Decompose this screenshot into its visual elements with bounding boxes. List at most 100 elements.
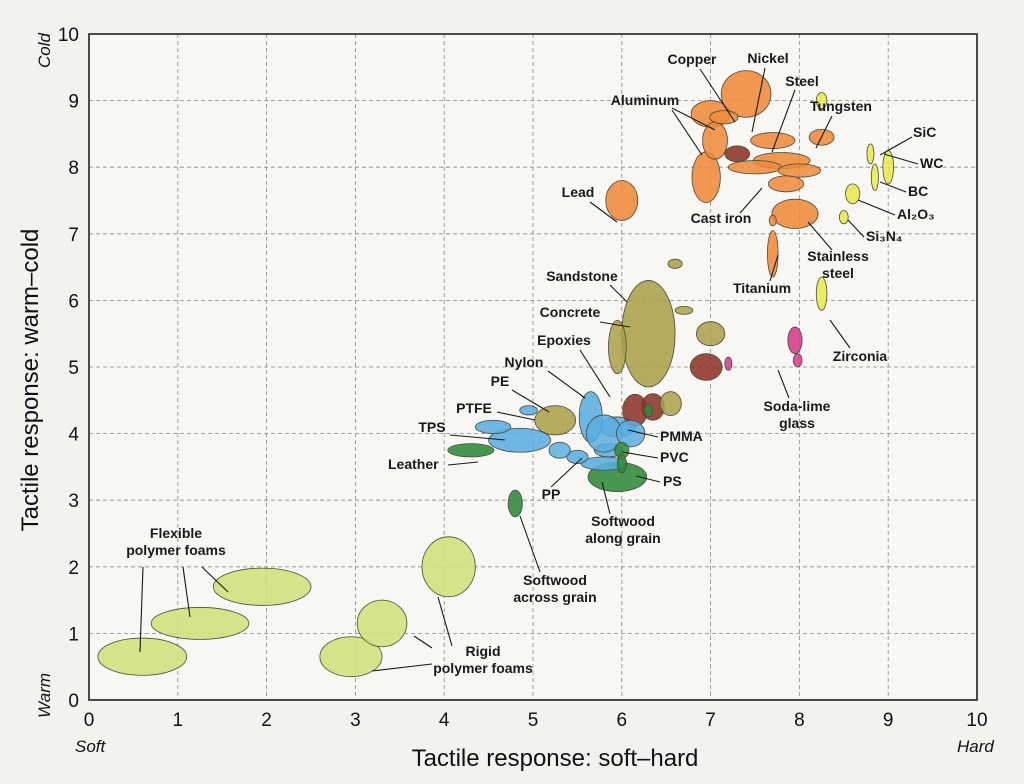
leader-titanium — [769, 254, 779, 282]
region-softwood-across-grain — [507, 489, 523, 518]
plot-frame — [88, 33, 978, 701]
label-softwood-along-grain: Softwood along grain — [585, 513, 660, 546]
label-ptfe: PTFE — [456, 400, 492, 416]
leader-wc — [883, 153, 919, 165]
y-tick-label: 4 — [68, 425, 79, 446]
region-titanium — [767, 230, 779, 278]
region-cluster — [702, 121, 728, 160]
label-steel: Steel — [785, 73, 818, 89]
leader-leather — [447, 461, 479, 466]
y-tick-label: 0 — [68, 691, 79, 712]
x-tick-label: 8 — [794, 710, 805, 731]
y-end-label-cold: Cold — [35, 32, 54, 68]
region-pp — [566, 449, 589, 464]
tick-labels: 0 1 2 3 4 5 6 7 8 9 10 0 1 2 3 4 5 6 7 8 9 10 — [58, 25, 988, 731]
label-softwood-across-grain: Softwood across grain — [513, 572, 596, 605]
region-epoxies — [534, 405, 577, 436]
label-titanium: Titanium — [733, 280, 791, 296]
y-axis-label: Tactile response: warm–cold — [17, 229, 44, 532]
x-axis-label: Tactile response: soft–hard — [412, 745, 699, 772]
label-pp: PP — [542, 486, 561, 502]
leader-concrete — [599, 321, 631, 328]
y-tick-label: 5 — [68, 358, 79, 379]
y-tick-label: 1 — [68, 624, 79, 645]
leader-nickel — [751, 67, 766, 133]
leader-tps — [449, 434, 506, 441]
label-pmma: PMMA — [660, 428, 703, 444]
region-pe — [519, 405, 538, 416]
label-concrete: Concrete — [540, 304, 601, 320]
y-end-label-warm: Warm — [35, 673, 54, 718]
region-concrete — [621, 280, 676, 388]
region-sic — [815, 92, 828, 109]
x-tick-label: 2 — [261, 710, 272, 731]
region-zirconia — [815, 276, 828, 311]
leader-bc — [879, 181, 907, 193]
leader-stainless-steel — [807, 221, 833, 251]
leader-pe — [511, 389, 550, 413]
label-nickel: Nickel — [747, 50, 788, 66]
label-copper: Copper — [668, 51, 718, 67]
leader-ps — [635, 475, 661, 483]
region-cluster — [548, 441, 571, 459]
label-sandstone: Sandstone — [546, 268, 618, 284]
region-nickel — [750, 132, 796, 149]
leader-tungsten — [815, 115, 833, 149]
y-tick-label: 2 — [68, 558, 79, 579]
region-cluster — [674, 305, 694, 315]
region-sandstone — [667, 258, 683, 269]
leader-sic — [879, 136, 913, 156]
y-tick-label: 8 — [68, 158, 79, 179]
y-tick-label: 7 — [68, 225, 79, 246]
region-cluster — [767, 175, 805, 193]
label-nylon: Nylon — [505, 354, 544, 370]
leader-aluminum — [671, 107, 716, 131]
label-sic: SiC — [913, 124, 936, 140]
region-cluster — [724, 145, 751, 163]
region-flexible-polymer-foams — [212, 567, 312, 606]
label-pe: PE — [491, 373, 510, 389]
label-cast-iron: Cast iron — [691, 210, 752, 226]
label-pvc: PVC — [660, 449, 689, 465]
material-regions — [97, 70, 894, 678]
label-bc: BC — [908, 183, 928, 199]
region-cluster — [659, 391, 682, 417]
region-cluster — [709, 110, 739, 125]
leader-pp — [550, 457, 583, 488]
region-flexible-polymer-foams — [97, 637, 188, 676]
y-tick-label: 10 — [58, 25, 79, 46]
label-lead: Lead — [562, 184, 595, 200]
leader-soda-lime-glass — [777, 369, 790, 399]
leader-flexible-polymer-foams — [182, 566, 191, 618]
x-end-label-soft: Soft — [75, 737, 107, 756]
leader-softwood-along-grain — [601, 481, 611, 515]
y-tick-label: 6 — [68, 291, 79, 312]
region-cluster — [777, 163, 822, 178]
region-stainless-steel — [771, 198, 819, 229]
region-cluster — [727, 160, 783, 175]
leader-lead — [589, 201, 618, 223]
leader-softwood-across-grain — [519, 515, 541, 573]
label-zirconia: Zirconia — [833, 348, 888, 364]
label-soda-lime-glass: Soda-lime glass — [764, 398, 831, 431]
leader-epoxies — [579, 349, 611, 398]
label-leaders — [139, 67, 919, 672]
x-tick-label: 9 — [883, 710, 894, 731]
x-tick-label: 5 — [528, 710, 539, 731]
region-soda-lime-glass — [787, 326, 803, 355]
region-cluster — [616, 453, 627, 474]
label-al-o: Al₂O₃ — [897, 206, 935, 222]
leader-al-o — [857, 199, 896, 216]
leader-flexible-polymer-foams — [139, 566, 144, 653]
label-leather: Leather — [388, 456, 439, 472]
x-tick-label: 3 — [350, 710, 361, 731]
leader-steel — [771, 89, 796, 153]
leader-pmma — [627, 429, 659, 438]
x-tick-label: 10 — [966, 710, 987, 731]
region-cluster — [643, 403, 654, 418]
label-epoxies: Epoxies — [537, 332, 591, 348]
label-ps: PS — [663, 473, 682, 489]
region-cluster — [792, 353, 803, 368]
x-tick-label: 0 — [84, 710, 95, 731]
